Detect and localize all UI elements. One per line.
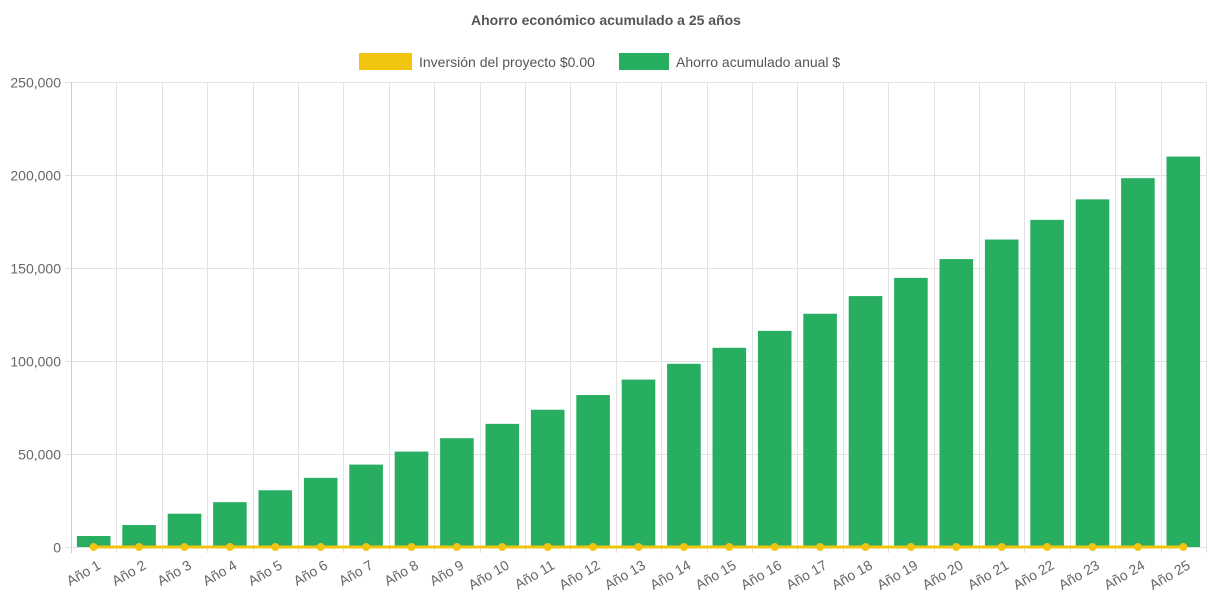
legend-item-inversion[interactable]: Inversión del proyecto $0.00 xyxy=(359,53,595,70)
x-tick-label: Año 3 xyxy=(154,557,194,589)
y-axis: 0 50,000 100,000 150,000 200,000 250,000 xyxy=(10,75,61,556)
investment-line xyxy=(89,543,1188,551)
investment-point[interactable] xyxy=(1133,543,1142,551)
bar[interactable] xyxy=(122,525,156,547)
investment-point[interactable] xyxy=(589,543,598,551)
investment-point[interactable] xyxy=(543,543,552,551)
investment-point[interactable] xyxy=(906,543,915,551)
bar[interactable] xyxy=(576,395,610,547)
bar[interactable] xyxy=(394,451,429,547)
x-tick-label: Año 24 xyxy=(1101,557,1148,593)
x-tick-label: Año 23 xyxy=(1056,557,1103,593)
bars xyxy=(76,156,1201,548)
bar[interactable] xyxy=(1166,156,1201,547)
investment-point[interactable] xyxy=(498,543,507,551)
x-tick-label: Año 9 xyxy=(427,557,467,589)
legend-label-inversion: Inversión del proyecto $0.00 xyxy=(419,54,595,70)
bar[interactable] xyxy=(803,313,837,547)
bar[interactable] xyxy=(712,347,747,547)
x-tick-label: Año 2 xyxy=(109,557,149,589)
bar[interactable] xyxy=(167,513,202,547)
x-tick-label: Año 11 xyxy=(512,557,558,593)
x-tick-label: Año 14 xyxy=(647,557,694,593)
bar[interactable] xyxy=(894,277,928,547)
investment-point[interactable] xyxy=(770,543,779,551)
y-tick-label: 100,000 xyxy=(10,354,61,370)
bar[interactable] xyxy=(939,259,974,547)
investment-point[interactable] xyxy=(135,543,144,551)
bar[interactable] xyxy=(485,423,520,547)
investment-point[interactable] xyxy=(997,543,1006,551)
bar[interactable] xyxy=(440,438,474,547)
chart-title: Ahorro económico acumulado a 25 años xyxy=(471,12,741,28)
grid xyxy=(65,82,1207,553)
investment-point[interactable] xyxy=(1043,543,1052,551)
investment-point[interactable] xyxy=(1088,543,1097,551)
bar[interactable] xyxy=(667,363,701,547)
x-tick-label: Año 7 xyxy=(336,557,376,589)
bar[interactable] xyxy=(258,490,293,547)
investment-point[interactable] xyxy=(225,543,234,551)
bar[interactable] xyxy=(984,239,1019,548)
investment-point[interactable] xyxy=(452,543,461,551)
bar[interactable] xyxy=(1030,219,1064,548)
bar[interactable] xyxy=(848,296,883,547)
bar[interactable] xyxy=(349,464,383,547)
investment-point[interactable] xyxy=(1179,543,1188,551)
legend-swatch-ahorro xyxy=(619,53,669,70)
investment-point[interactable] xyxy=(725,543,734,551)
bar[interactable] xyxy=(213,502,247,547)
investment-point[interactable] xyxy=(952,543,961,551)
investment-point[interactable] xyxy=(634,543,643,551)
x-tick-label: Año 17 xyxy=(783,557,830,593)
y-tick-label: 50,000 xyxy=(18,447,61,463)
investment-point[interactable] xyxy=(362,543,371,551)
x-tick-label: Año 18 xyxy=(829,557,876,593)
y-tick-label: 0 xyxy=(53,540,61,556)
legend-item-ahorro[interactable]: Ahorro acumulado anual $ xyxy=(619,53,840,70)
investment-point[interactable] xyxy=(180,543,189,551)
x-tick-label: Año 5 xyxy=(245,557,285,589)
x-tick-label: Año 6 xyxy=(291,557,331,589)
investment-point[interactable] xyxy=(407,543,416,551)
x-tick-label: Año 22 xyxy=(1010,557,1057,593)
y-tick-label: 200,000 xyxy=(10,168,61,184)
y-tick-label: 150,000 xyxy=(10,261,61,277)
bar[interactable] xyxy=(757,330,792,547)
x-tick-label: Año 13 xyxy=(602,557,649,593)
bar[interactable] xyxy=(530,409,565,547)
investment-point[interactable] xyxy=(816,543,825,551)
x-tick-label: Año 19 xyxy=(874,557,921,593)
x-tick-label: Año 20 xyxy=(919,557,966,593)
y-tick-label: 250,000 xyxy=(10,75,61,91)
investment-point[interactable] xyxy=(271,543,280,551)
x-tick-label: Año 16 xyxy=(738,557,785,593)
x-axis: Año 1 Año 2 Año 3 Año 4 Año 5 Año 6 Año 7 Año 8… xyxy=(64,557,1193,593)
bar[interactable] xyxy=(76,536,111,547)
bar[interactable] xyxy=(1075,199,1110,547)
bar[interactable] xyxy=(1121,178,1155,548)
x-tick-label: Año 15 xyxy=(692,557,739,593)
x-tick-label: Año 25 xyxy=(1146,557,1193,593)
bar[interactable] xyxy=(303,477,338,547)
legend-label-ahorro: Ahorro acumulado anual $ xyxy=(676,54,840,70)
bar[interactable] xyxy=(621,379,656,547)
x-tick-label: Año 4 xyxy=(200,557,240,589)
x-tick-label: Año 10 xyxy=(465,557,512,593)
x-tick-label: Año 12 xyxy=(556,557,603,593)
investment-point[interactable] xyxy=(679,543,688,551)
investment-point[interactable] xyxy=(316,543,325,551)
legend-swatch-inversion xyxy=(359,53,412,70)
investment-point[interactable] xyxy=(89,543,98,551)
x-tick-label: Año 1 xyxy=(64,557,104,589)
investment-point[interactable] xyxy=(861,543,870,551)
legend[interactable]: Inversión del proyecto $0.00 Ahorro acum… xyxy=(359,53,840,70)
x-tick-label: Año 21 xyxy=(965,557,1012,593)
x-tick-label: Año 8 xyxy=(381,557,421,589)
